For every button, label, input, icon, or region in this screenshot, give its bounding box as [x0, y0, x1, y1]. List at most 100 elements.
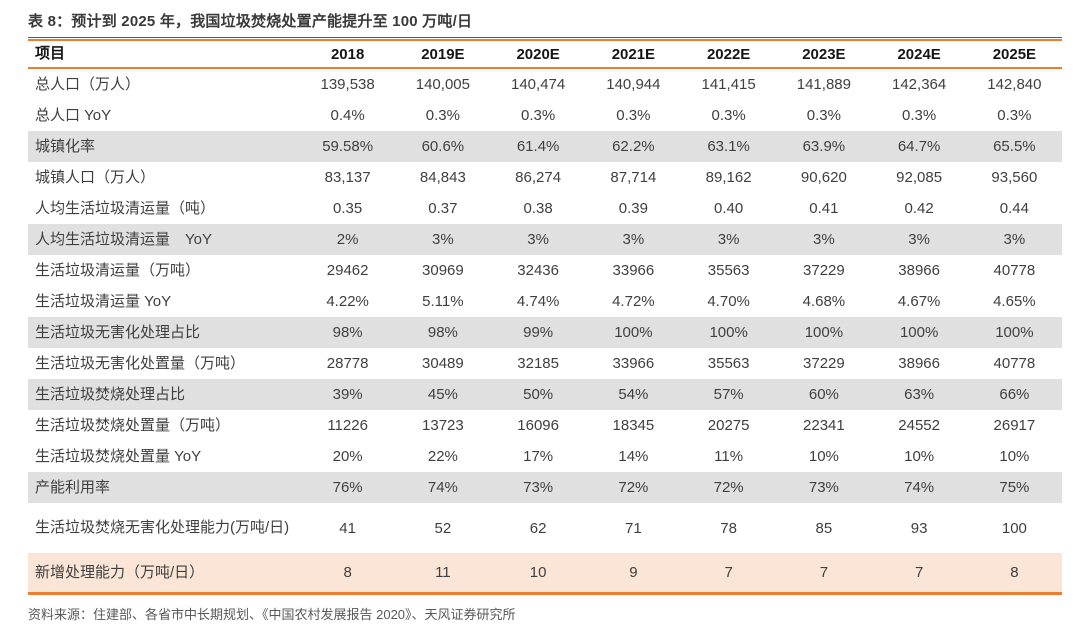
cell-value: 87,714 [610, 169, 657, 186]
cell-value: 62 [529, 519, 547, 537]
cell-value: 13723 [422, 417, 464, 434]
cell-value: 83,137 [324, 169, 371, 186]
table-row: 生活垃圾清运量（万吨） 29462 30969 32436 33966 35563 3722… [28, 255, 1062, 286]
cell-value: 7 [819, 564, 829, 581]
cell-value: 18345 [612, 417, 655, 434]
row-label: 新增处理能力（万吨/日） [35, 563, 205, 581]
cell-value: 60.6% [421, 138, 465, 155]
cell-value: 14% [618, 448, 649, 465]
cell-value: 0.3% [425, 107, 460, 124]
cell-value: 24552 [898, 417, 940, 434]
cell-value: 10% [904, 448, 935, 465]
row-label: 生活垃圾焚烧处理占比 [35, 385, 186, 403]
cell-value: 0.3% [806, 107, 841, 124]
table-row: 生活垃圾焚烧处置量（万吨） 11226 13723 16096 18345 20275 22… [28, 410, 1062, 441]
cell-value: 3% [908, 231, 930, 248]
cell-value: 78 [720, 519, 737, 537]
table-row: 城镇人口（万人） 83,137 84,843 86,274 87,714 89,162 90… [28, 162, 1062, 193]
cell-value: 75% [999, 479, 1030, 496]
cell-value: 11226 [327, 417, 368, 434]
cell-value: 74% [427, 479, 458, 496]
row-label: 总人口（万人） [35, 75, 141, 93]
cell-value: 73% [808, 479, 839, 496]
cell-value: 59.58% [322, 138, 374, 155]
cell-value: 30969 [422, 262, 464, 279]
cell-value: 37229 [803, 355, 845, 372]
cell-value: 35563 [707, 262, 750, 279]
table-row: 生活垃圾无害化处置量（万吨） 28778 30489 32185 33966 35563 3… [28, 348, 1062, 379]
cell-value: 33966 [612, 262, 655, 279]
cell-value: 3% [432, 231, 454, 248]
cell-value: 0.4% [330, 107, 365, 124]
table-row: 生活垃圾焚烧无害化处理能力(万吨/日) 41 52 62 71 78 85 93 100 [28, 503, 1062, 553]
cell-value: 100 [1001, 519, 1027, 537]
cell-value: 73% [523, 479, 554, 496]
cell-value: 84,843 [419, 169, 466, 186]
row-label: 人均生活垃圾清运量（吨） [35, 199, 216, 217]
cell-value: 0.3% [902, 107, 937, 124]
column-header-item: 项目 [35, 45, 66, 62]
column-header-year: 2019E [421, 45, 465, 63]
column-header-year: 2021E [611, 45, 656, 63]
cell-value: 26917 [993, 417, 1036, 434]
cell-value: 35563 [707, 355, 750, 372]
cell-value: 2% [336, 231, 359, 248]
cell-value: 30489 [422, 355, 464, 372]
cell-value: 62.2% [612, 138, 655, 155]
cell-value: 0.42 [904, 200, 934, 217]
cell-value: 61.4% [516, 138, 560, 155]
row-label: 人均生活垃圾清运量 YoY [35, 230, 212, 248]
row-label: 生活垃圾无害化处置量（万吨） [35, 354, 246, 372]
cell-value: 98% [427, 324, 458, 341]
cell-value: 140,474 [511, 76, 566, 93]
cell-value: 10 [529, 564, 547, 581]
cell-value: 86,274 [515, 169, 562, 186]
cell-value: 3% [813, 231, 835, 248]
row-label: 产能利用率 [35, 478, 111, 496]
column-header-year: 2020E [516, 45, 560, 63]
cell-value: 8 [343, 564, 352, 581]
cell-value: 142,840 [987, 76, 1042, 93]
cell-value: 0.3% [616, 107, 651, 124]
table-row: 总人口 YoY 0.4% 0.3% 0.3% 0.3% 0.3% 0.3% 0.3% 0.3% [28, 100, 1062, 131]
table-row: 总人口（万人） 139,538 140,005 140,474 140,944 141,4… [28, 69, 1062, 100]
cell-value: 8 [1010, 564, 1019, 581]
cell-value: 76% [332, 479, 363, 496]
cell-value: 100% [995, 324, 1034, 341]
cell-value: 10% [808, 448, 839, 465]
cell-value: 38966 [898, 262, 940, 279]
cell-value: 11% [714, 448, 744, 465]
cell-value: 65.5% [993, 138, 1036, 155]
cell-value: 63% [904, 386, 935, 403]
cell-value: 3% [1003, 231, 1026, 248]
column-header-year: 2022E [706, 45, 751, 63]
cell-value: 89,162 [705, 169, 752, 186]
cell-value: 92,085 [896, 169, 943, 186]
cell-value: 3% [717, 231, 740, 248]
cell-value: 0.39 [618, 200, 648, 217]
cell-value: 52 [434, 519, 452, 537]
table-row: 新增处理能力（万吨/日） 8 11 10 9 7 7 7 8 [28, 553, 1062, 592]
row-label: 生活垃圾焚烧处置量（万吨） [35, 416, 231, 434]
cell-value: 60% [808, 386, 839, 403]
cell-value: 63.1% [707, 138, 750, 155]
cell-value: 4.68% [802, 293, 846, 310]
cell-value: 16096 [517, 417, 559, 434]
cell-value: 93 [910, 519, 928, 537]
cell-value: 32436 [517, 262, 559, 279]
cell-value: 17% [523, 448, 554, 465]
cell-value: 4.70% [707, 293, 750, 310]
cell-value: 20275 [707, 417, 750, 434]
cell-value: 93,560 [991, 169, 1038, 186]
data-table: 项目 2018 2019E 2020E 2021E 2022E 2023E 2024E 2025… [28, 37, 1062, 595]
cell-value: 0.37 [428, 200, 458, 217]
cell-value: 72% [618, 479, 649, 496]
cell-value: 99% [523, 324, 554, 341]
row-label: 生活垃圾清运量 YoY [35, 292, 172, 310]
row-label: 生活垃圾清运量（万吨） [35, 261, 201, 279]
column-header-year: 2025E [992, 45, 1037, 63]
cell-value: 74% [904, 479, 935, 496]
cell-value: 3% [622, 231, 645, 248]
cell-value: 100% [899, 324, 939, 341]
